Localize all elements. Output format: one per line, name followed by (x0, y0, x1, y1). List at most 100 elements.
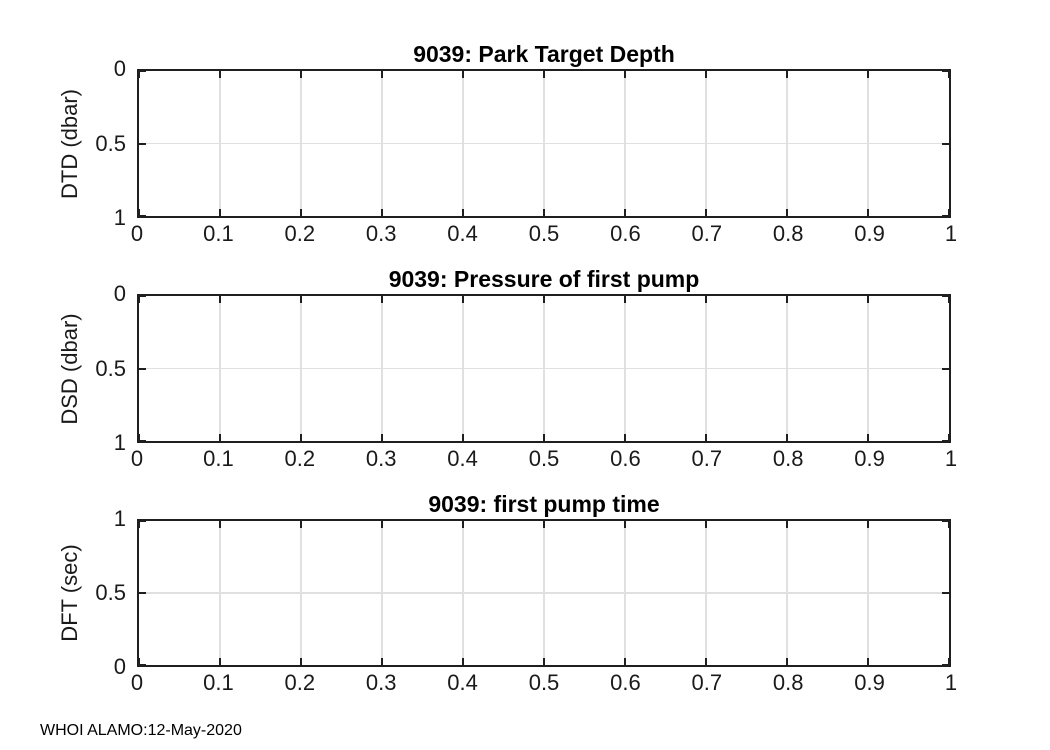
xtick-label: 0.5 (528, 670, 560, 695)
x-tick-mark (138, 521, 140, 528)
figure-footer-text: WHOI ALAMO:12-May-2020 (40, 722, 242, 739)
xtick-label: 0.8 (772, 221, 804, 246)
xtick-label: 0.4 (447, 221, 478, 246)
y-tick-mark (942, 295, 949, 297)
subplot1-ytick-label: 1 (113, 205, 126, 230)
subplot1-xtick-labels: 0 0.1 0.2 0.3 0.4 0.5 0.6 0.7 0.8 0.9 1 (131, 221, 957, 246)
y-tick-mark (942, 520, 949, 522)
x-tick-mark (624, 71, 626, 78)
y-tick-mark (942, 142, 949, 145)
x-tick-mark (219, 434, 221, 441)
y-tick-mark (139, 592, 146, 594)
x-tick-mark (300, 521, 302, 528)
x-tick-mark (867, 71, 869, 78)
subplot1-ytick-label: 0.5 (95, 130, 126, 156)
xtick-label: 0.7 (691, 670, 723, 695)
x-tick-mark (381, 434, 383, 441)
xtick-label: 0.9 (854, 446, 885, 471)
x-tick-mark (867, 209, 869, 216)
xtick-label: 0.5 (528, 446, 560, 471)
y-tick-mark (139, 142, 146, 145)
x-tick-mark (786, 296, 788, 303)
subplot3-ytick-label: 0.5 (95, 580, 126, 605)
x-tick-mark (462, 434, 464, 441)
y-tick-mark (139, 664, 146, 666)
x-tick-mark (543, 296, 545, 303)
subplot3-ytick-label: 1 (113, 506, 126, 531)
xtick-label: 0.1 (203, 670, 234, 695)
x-tick-mark (867, 434, 869, 441)
y-tick-mark (139, 295, 146, 297)
x-tick-mark (138, 434, 140, 441)
x-tick-mark (138, 209, 140, 216)
x-tick-mark (867, 521, 869, 528)
x-tick-mark (300, 71, 302, 78)
xtick-label: 0.1 (203, 446, 234, 471)
xtick-label: 0.3 (365, 446, 397, 471)
x-tick-mark (543, 521, 545, 528)
x-tick-mark (543, 658, 545, 665)
horizontal-gridline (139, 367, 949, 370)
x-tick-mark (138, 658, 140, 665)
y-tick-mark (942, 440, 949, 442)
xtick-label: 0.2 (284, 670, 316, 695)
xtick-label: 0.8 (772, 670, 804, 695)
horizontal-gridline (139, 592, 949, 594)
y-tick-mark (139, 440, 146, 442)
x-tick-mark (219, 521, 221, 528)
subplot2-y-axis-label: DSD (dbar) (57, 312, 82, 425)
x-tick-mark (786, 209, 788, 216)
xtick-label: 0.6 (610, 221, 641, 246)
y-tick-mark (942, 664, 949, 666)
x-tick-mark (462, 71, 464, 78)
xtick-label: 0.7 (691, 221, 723, 246)
x-tick-mark (705, 71, 707, 78)
x-tick-mark (705, 521, 707, 528)
xtick-label: 0.2 (284, 221, 316, 246)
subplot1-y-axis-label: DTD (dbar) (57, 88, 82, 199)
x-tick-mark (138, 296, 140, 303)
xtick-label: 0.3 (365, 221, 397, 246)
x-tick-mark (624, 209, 626, 216)
x-tick-mark (462, 658, 464, 665)
xtick-label: 0.6 (610, 446, 641, 471)
x-tick-mark (381, 521, 383, 528)
x-tick-mark (948, 296, 950, 303)
subplot3-ytick-label: 0 (113, 654, 126, 679)
subplot3-y-axis-label: DFT (sec) (57, 544, 82, 642)
x-tick-mark (543, 209, 545, 216)
xtick-label: 0.2 (284, 446, 316, 471)
xtick-label: 0.1 (203, 221, 234, 246)
xtick-label: 0.9 (854, 670, 885, 695)
x-tick-mark (624, 521, 626, 528)
x-tick-mark (300, 434, 302, 441)
x-tick-mark (948, 521, 950, 528)
x-tick-mark (138, 71, 140, 78)
y-tick-mark (942, 592, 949, 594)
x-tick-mark (786, 658, 788, 665)
y-tick-mark (139, 520, 146, 522)
x-tick-mark (786, 521, 788, 528)
subplot2-ytick-label: 1 (113, 430, 126, 455)
xtick-label: 0.6 (610, 670, 641, 695)
xtick-label: 0.5 (528, 221, 560, 246)
subplot1-ytick-label: 0 (113, 56, 126, 81)
subplot3-plot-area (137, 519, 951, 667)
subplot3-title: 9039: first pump time (428, 491, 660, 517)
x-tick-mark (624, 296, 626, 303)
x-tick-mark (543, 434, 545, 441)
y-tick-mark (942, 70, 949, 72)
x-tick-mark (219, 658, 221, 665)
xtick-label: 0 (130, 446, 144, 471)
x-tick-mark (381, 296, 383, 303)
subplot2-title: 9039: Pressure of first pump (388, 266, 700, 292)
xtick-label: 0.4 (447, 446, 478, 471)
xtick-label: 0.9 (854, 221, 885, 246)
xtick-label: 1 (944, 221, 958, 246)
x-tick-mark (300, 296, 302, 303)
subplot2-ytick-label: 0 (113, 281, 126, 306)
x-tick-mark (948, 658, 950, 665)
x-tick-mark (381, 658, 383, 665)
x-tick-mark (867, 658, 869, 665)
x-tick-mark (462, 296, 464, 303)
